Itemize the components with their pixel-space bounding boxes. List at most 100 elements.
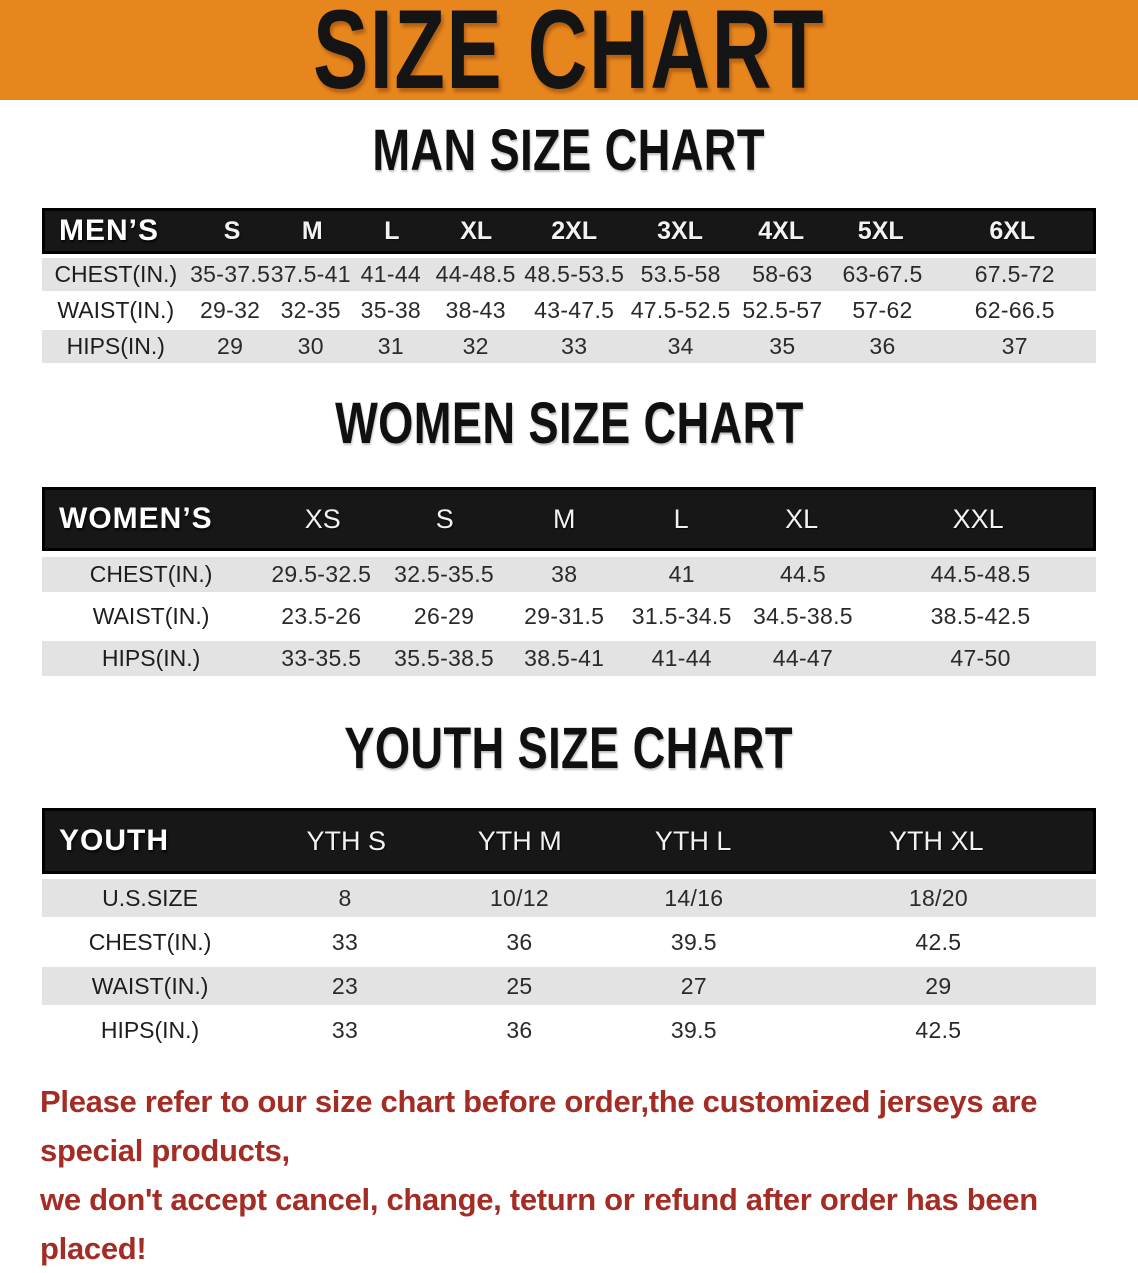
page-title: SIZE CHART — [312, 0, 826, 112]
women-table-header-row: WOMEN’S XS S M L XL XXL — [42, 487, 1096, 551]
size-value-cell: 63-67.5 — [842, 261, 923, 287]
youth-chart-heading-text: YOUTH SIZE CHART — [344, 716, 794, 781]
row-label: HIPS(IN.) — [101, 645, 201, 671]
size-value-cell: 27 — [680, 972, 707, 999]
size-value-cell: 10/12 — [489, 884, 549, 911]
youth-size-table: YOUTH YTH S YTH M YTH L YTH XL U.S.SIZE 8 10/12… — [42, 808, 1096, 1049]
size-value-cell: 32.5-35.5 — [394, 561, 495, 587]
size-col-header: 4XL — [758, 216, 805, 245]
men-table-header-row: MEN’S S M L XL 2XL 3XL 4XL 5XL 6XL — [42, 208, 1096, 254]
size-chart-body: MAN SIZE CHART MEN’S S M L XL 2XL 3XL 4XL 5XL 6XL… — [0, 122, 1138, 1049]
size-col-header: XL — [785, 503, 819, 534]
size-value-cell: 35-38 — [360, 297, 421, 323]
size-value-cell: 53.5-58 — [640, 261, 721, 287]
disclaimer-line-2: we don't accept cancel, change, teturn o… — [40, 1182, 1038, 1266]
size-value-cell: 31.5-34.5 — [631, 603, 732, 629]
size-value-cell: 32 — [462, 333, 489, 359]
size-col-header: 3XL — [657, 216, 703, 245]
size-value-cell: 25 — [506, 972, 533, 999]
size-col-header: YTH L — [654, 825, 732, 856]
size-value-cell: 41 — [668, 561, 695, 587]
size-col-header: 5XL — [857, 216, 904, 245]
size-value-cell: 39.5 — [670, 928, 717, 955]
size-value-cell: 29.5-32.5 — [271, 561, 372, 587]
size-value-cell: 29 — [925, 972, 952, 999]
size-value-cell: 33-35.5 — [281, 645, 362, 671]
women-chart-heading: WOMEN SIZE CHART — [0, 391, 1138, 461]
men-table-row-hipsin: HIPS(IN.) 29 30 31 32 33 34 35 36 37 — [42, 330, 1096, 363]
men-table-row-waistin: WAIST(IN.) 29-32 32-35 35-38 38-43 43-47.5 47.… — [42, 294, 1096, 327]
youth-chart-heading: YOUTH SIZE CHART — [0, 716, 1138, 786]
size-value-cell: 26-29 — [413, 603, 475, 629]
disclaimer-text: Please refer to our size chart before or… — [40, 1077, 1108, 1273]
size-value-cell: 38 — [551, 561, 578, 587]
size-value-cell: 37.5-41 — [270, 261, 351, 287]
women-chart-heading-text: WOMEN SIZE CHART — [334, 391, 804, 456]
size-value-cell: 33 — [561, 333, 588, 359]
size-col-header: M — [301, 216, 323, 245]
size-col-header: XS — [304, 503, 341, 534]
size-col-header: L — [673, 503, 689, 534]
youth-table-row-ussize: U.S.SIZE 8 10/12 14/16 18/20 — [42, 879, 1096, 917]
size-value-cell: 33 — [331, 928, 359, 955]
size-value-cell: 43-47.5 — [534, 297, 615, 323]
size-value-cell: 18/20 — [908, 884, 968, 911]
women-size-table: WOMEN’S XS S M L XL XXL CHEST(IN.) 29.5-32.5 32.5… — [42, 487, 1096, 676]
row-label: CHEST(IN.) — [89, 561, 213, 587]
size-value-cell: 32-35 — [280, 297, 341, 323]
size-value-cell: 36 — [506, 1016, 533, 1043]
size-col-header: XXL — [952, 503, 1004, 534]
row-label: CHEST(IN.) — [88, 928, 212, 955]
size-value-cell: 41-44 — [360, 261, 421, 287]
row-label: HIPS(IN.) — [66, 333, 165, 359]
size-value-cell: 57-62 — [852, 297, 913, 323]
size-col-header: L — [384, 216, 400, 245]
size-value-cell: 30 — [297, 333, 324, 359]
size-value-cell: 36 — [506, 928, 533, 955]
women-table-title: WOMEN’S — [59, 502, 213, 535]
men-table-row-chestin: CHEST(IN.) 35-37.5 37.5-41 41-44 44-48.5 48.5… — [42, 258, 1096, 291]
men-chart-heading: MAN SIZE CHART — [0, 122, 1138, 188]
size-value-cell: 67.5-72 — [974, 261, 1055, 287]
size-value-cell: 33 — [331, 1016, 359, 1043]
size-value-cell: 47.5-52.5 — [630, 297, 731, 323]
size-value-cell: 58-63 — [752, 261, 813, 287]
youth-table-title: YOUTH — [59, 824, 169, 857]
size-col-header: 2XL — [551, 216, 598, 245]
section-youth: YOUTH SIZE CHART YOUTH YTH S YTH M YTH L YTH… — [0, 716, 1138, 1049]
size-value-cell: 29 — [217, 333, 244, 359]
size-col-header: XL — [460, 216, 493, 245]
size-value-cell: 29-31.5 — [524, 603, 605, 629]
size-value-cell: 38-43 — [445, 297, 506, 323]
size-col-header: YTH XL — [889, 825, 984, 856]
men-table-title: MEN’S — [59, 214, 160, 247]
size-value-cell: 8 — [338, 884, 352, 911]
size-value-cell: 62-66.5 — [974, 297, 1055, 323]
size-value-cell: 34.5-38.5 — [753, 603, 853, 629]
women-table-row-chestin: CHEST(IN.) 29.5-32.5 32.5-35.5 38 41 44.5 44.5… — [42, 557, 1096, 592]
women-table-row-hipsin: HIPS(IN.) 33-35.5 35.5-38.5 38.5-41 41-44 44-… — [42, 641, 1096, 676]
size-value-cell: 47-50 — [950, 645, 1011, 671]
size-value-cell: 29-32 — [199, 297, 261, 323]
size-value-cell: 42.5 — [915, 1016, 962, 1043]
row-label: HIPS(IN.) — [100, 1016, 200, 1043]
youth-table-row-waistin: WAIST(IN.) 23 25 27 29 — [42, 967, 1096, 1005]
size-value-cell: 35-37.5 — [190, 261, 271, 287]
row-label: WAIST(IN.) — [91, 972, 209, 999]
size-value-cell: 14/16 — [664, 884, 724, 911]
footer: Please refer to our size chart before or… — [0, 1077, 1138, 1273]
size-col-header: YTH S — [306, 825, 387, 856]
size-value-cell: 44.5-48.5 — [930, 561, 1031, 587]
size-col-header: S — [435, 503, 454, 534]
size-col-header: M — [553, 503, 576, 534]
men-size-table: MEN’S S M L XL 2XL 3XL 4XL 5XL 6XL CHEST(IN.) 35-37… — [42, 208, 1096, 363]
women-table-row-waistin: WAIST(IN.) 23.5-26 26-29 29-31.5 31.5-34.5 34… — [42, 599, 1096, 634]
section-men: MAN SIZE CHART MEN’S S M L XL 2XL 3XL 4XL 5XL 6XL… — [0, 122, 1138, 363]
size-value-cell: 23.5-26 — [281, 603, 362, 629]
size-col-header: 6XL — [989, 216, 1036, 245]
size-col-header: S — [223, 216, 241, 245]
row-label: CHEST(IN.) — [54, 261, 178, 287]
size-value-cell: 38.5-42.5 — [930, 603, 1031, 629]
size-col-header: YTH M — [477, 825, 562, 856]
row-label: U.S.SIZE — [102, 884, 198, 911]
